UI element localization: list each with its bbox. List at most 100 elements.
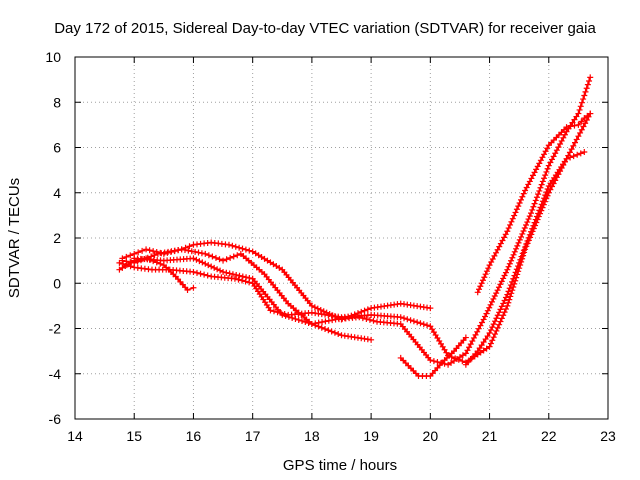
data-point — [243, 274, 250, 281]
data-point — [509, 278, 516, 285]
data-point — [308, 302, 315, 309]
data-point — [528, 210, 535, 217]
data-point — [493, 327, 500, 334]
data-point — [499, 237, 506, 244]
data-point — [521, 224, 528, 231]
data-point — [158, 250, 165, 257]
data-point — [513, 245, 520, 252]
data-point — [223, 269, 230, 276]
data-point — [512, 269, 519, 276]
y-tick-label: -6 — [49, 411, 62, 427]
y-tick-label: 0 — [53, 275, 61, 291]
data-point — [529, 172, 536, 179]
data-point — [575, 110, 582, 117]
data-point — [542, 192, 549, 199]
data-point — [496, 243, 503, 250]
data-point — [270, 308, 277, 315]
data-point — [486, 343, 493, 350]
data-point — [515, 239, 522, 246]
data-point — [466, 344, 473, 351]
data-point — [146, 247, 153, 254]
data-point — [538, 181, 545, 188]
data-point — [478, 280, 485, 287]
axis-ticks — [74, 56, 609, 420]
data-point — [507, 221, 514, 228]
data-point — [508, 218, 515, 225]
data-point — [196, 258, 203, 265]
data-point — [542, 148, 549, 155]
data-point — [192, 248, 199, 255]
data-point — [557, 141, 564, 148]
data-point — [586, 77, 593, 84]
data-point — [582, 120, 589, 127]
data-point — [536, 207, 543, 214]
data-point — [568, 146, 575, 153]
data-point — [566, 149, 573, 156]
data-point — [474, 289, 481, 296]
data-point — [518, 253, 525, 260]
data-point — [482, 271, 489, 278]
data-point — [571, 116, 578, 123]
data-point — [510, 251, 517, 258]
data-point — [526, 213, 533, 220]
data-point — [509, 215, 516, 222]
data-point — [506, 260, 513, 267]
data-point — [212, 254, 219, 261]
data-point — [528, 228, 535, 235]
data-point — [516, 236, 523, 243]
data-point — [486, 330, 493, 337]
data-point — [469, 338, 476, 345]
data-point — [530, 222, 537, 229]
data-point — [581, 92, 588, 99]
data-point — [407, 317, 414, 324]
data-point — [587, 74, 594, 81]
data-point — [299, 317, 306, 324]
data-point — [184, 287, 191, 294]
data-point — [239, 273, 246, 280]
data-point — [539, 198, 546, 205]
data-point — [539, 154, 546, 161]
data-point — [537, 204, 544, 211]
data-point — [587, 110, 594, 117]
data-point — [209, 253, 216, 260]
data-point — [487, 301, 494, 308]
data-point — [544, 186, 551, 193]
data-point — [202, 260, 209, 267]
data-point — [497, 240, 504, 247]
data-point — [541, 175, 548, 182]
data-point — [563, 155, 570, 162]
data-point — [236, 244, 243, 251]
data-point — [214, 266, 221, 273]
data-point — [292, 315, 299, 322]
data-point — [150, 248, 157, 255]
data-point — [577, 103, 584, 110]
data-point — [368, 336, 375, 343]
data-point — [178, 246, 185, 253]
data-point — [501, 272, 508, 279]
data-point — [202, 250, 209, 257]
data-point — [325, 317, 332, 324]
x-tick-labels: 14 15 16 17 18 19 20 21 22 23 — [67, 428, 616, 444]
x-tick-label: 19 — [363, 428, 379, 444]
data-point — [204, 272, 211, 279]
data-point — [472, 331, 479, 338]
data-point — [523, 222, 530, 229]
data-point — [267, 307, 274, 314]
data-point — [534, 163, 541, 170]
data-point — [493, 315, 500, 322]
data-point — [175, 246, 182, 253]
data-point — [545, 162, 552, 169]
data-point — [561, 131, 568, 138]
data-point — [181, 246, 188, 253]
data-point — [289, 314, 296, 321]
data-point — [537, 157, 544, 164]
data-point — [220, 268, 227, 275]
data-point — [482, 313, 489, 320]
data-point — [135, 249, 142, 256]
data-point — [533, 213, 540, 220]
data-point — [544, 145, 551, 152]
series-track-6 — [397, 334, 469, 380]
x-tick-label: 17 — [245, 428, 261, 444]
data-point — [484, 333, 491, 340]
data-point — [227, 254, 234, 261]
